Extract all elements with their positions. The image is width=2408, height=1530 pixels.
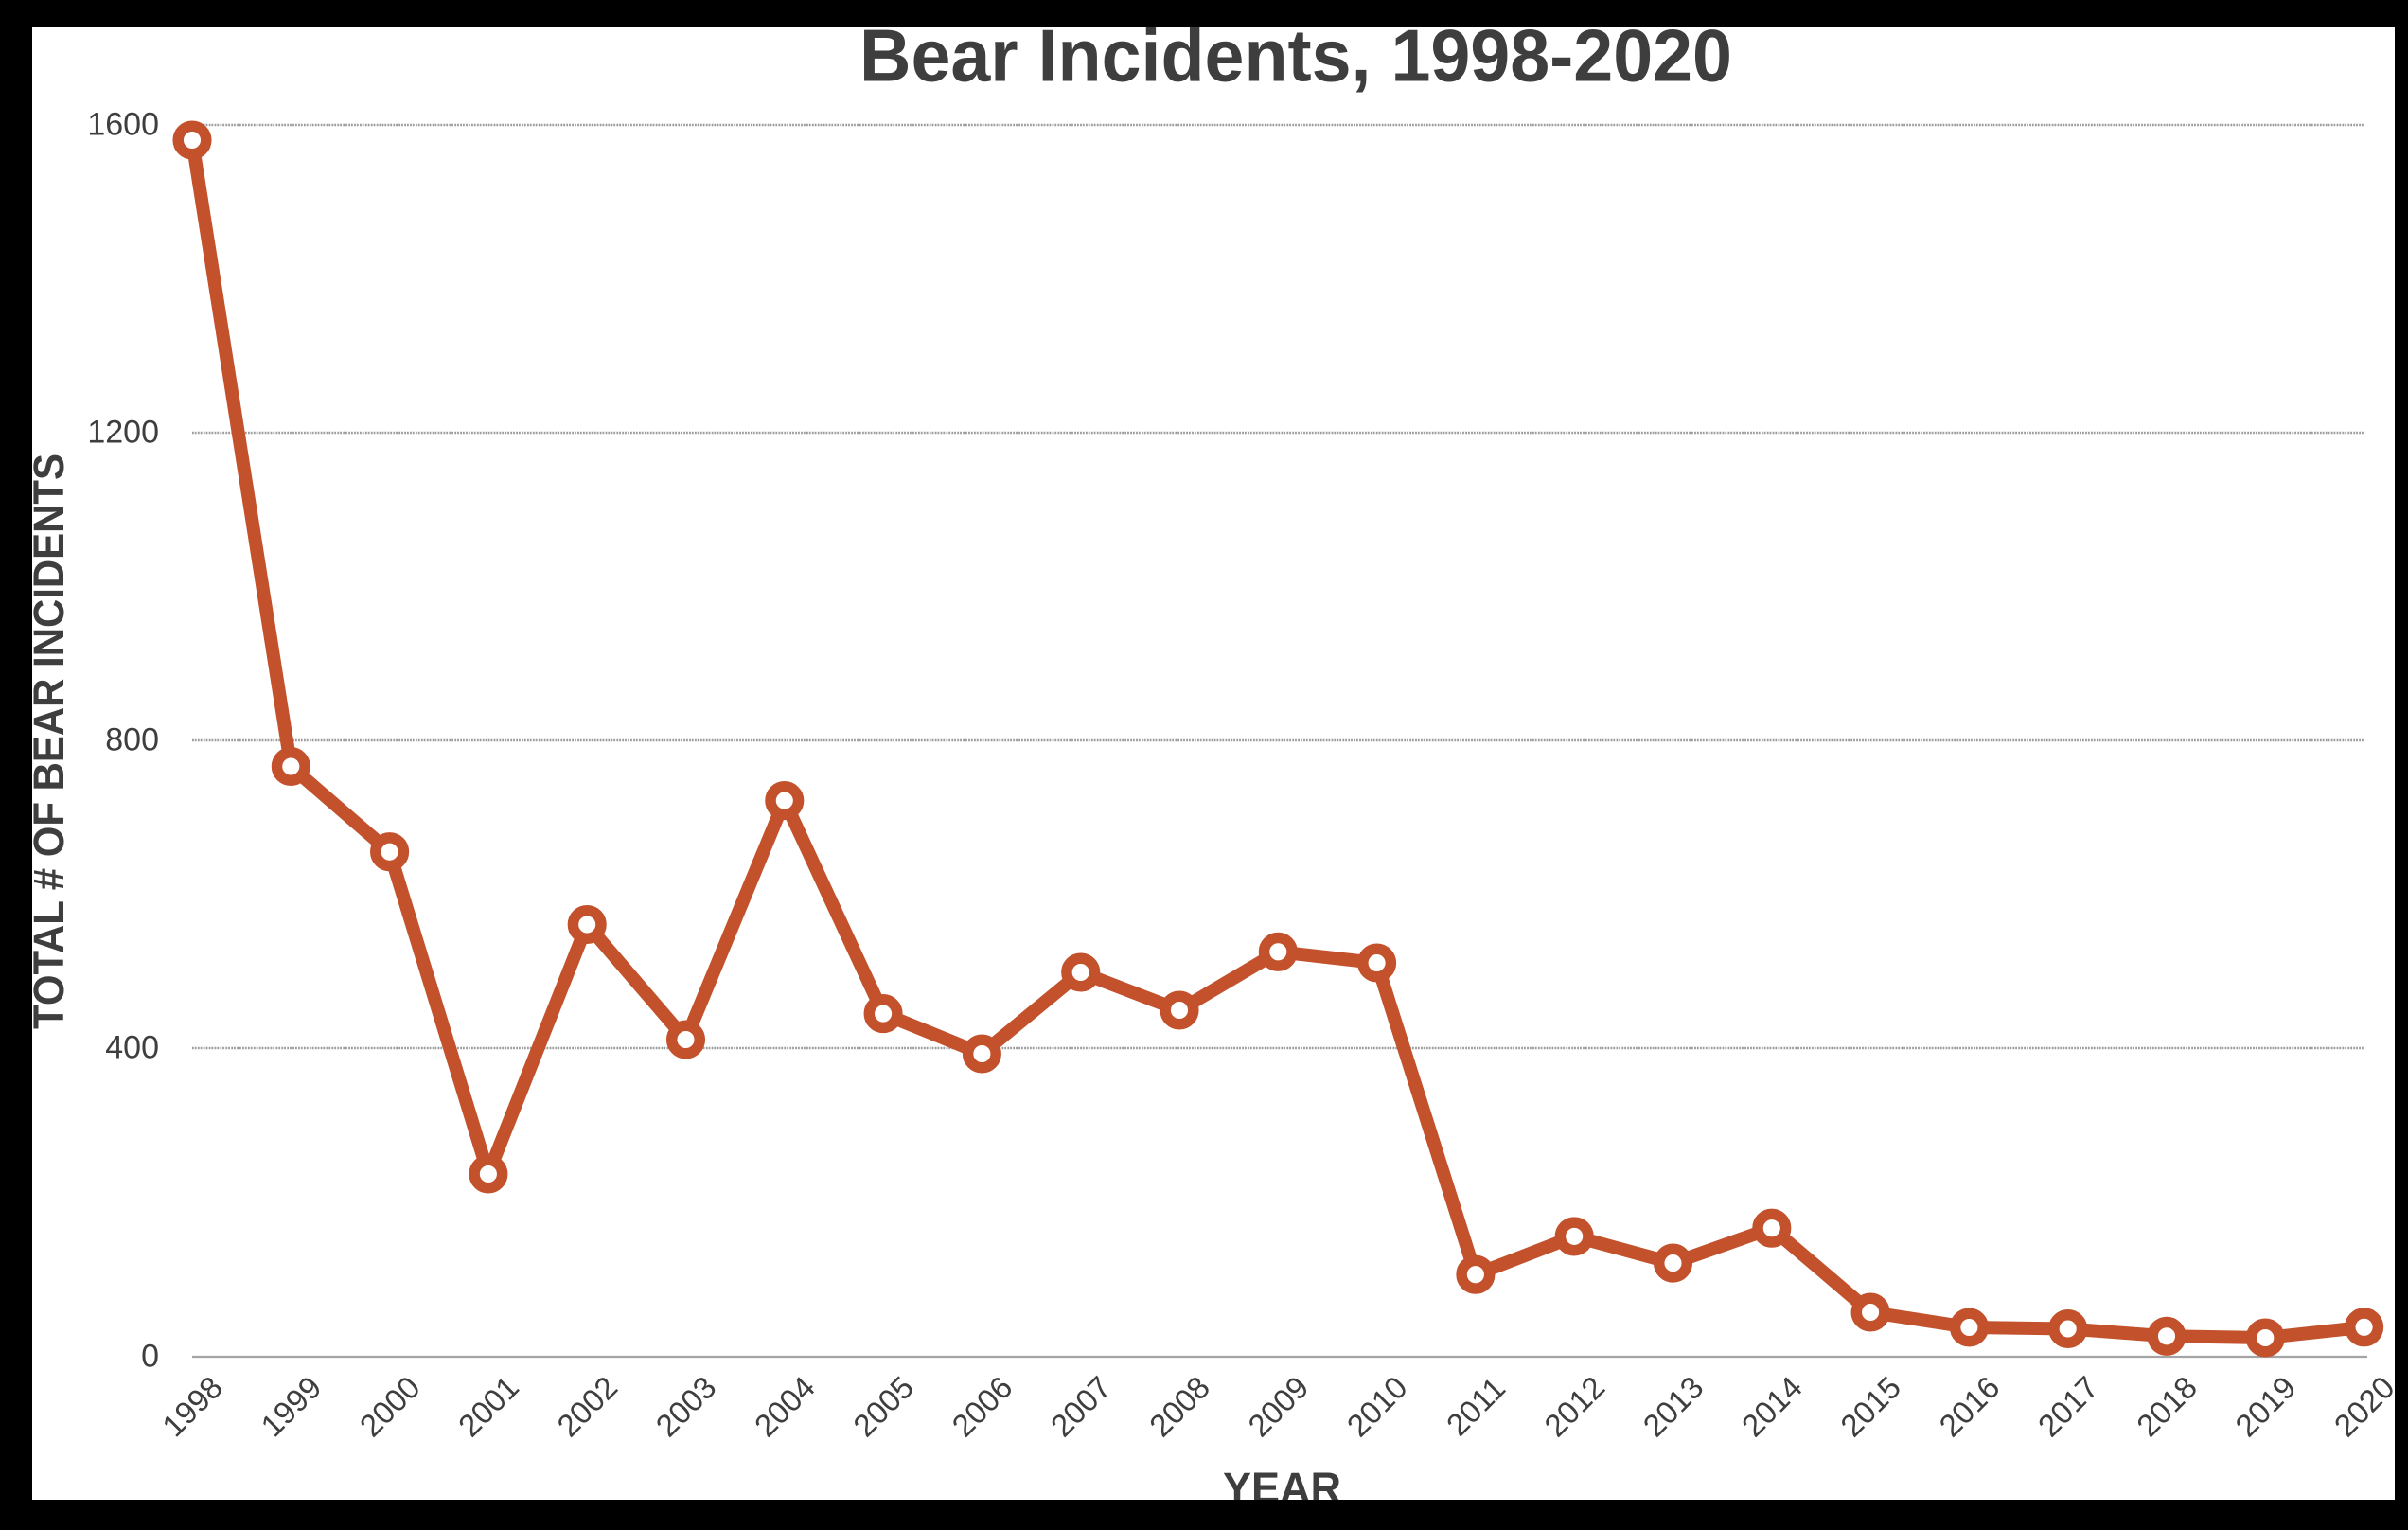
svg-text:0: 0 [141, 1339, 159, 1375]
svg-text:1600: 1600 [87, 107, 159, 143]
svg-text:1200: 1200 [87, 415, 159, 451]
svg-text:TOTAL # OF BEAR INCIDENTS: TOTAL # OF BEAR INCIDENTS [25, 454, 73, 1029]
svg-text:800: 800 [105, 722, 159, 758]
svg-text:400: 400 [105, 1030, 159, 1066]
